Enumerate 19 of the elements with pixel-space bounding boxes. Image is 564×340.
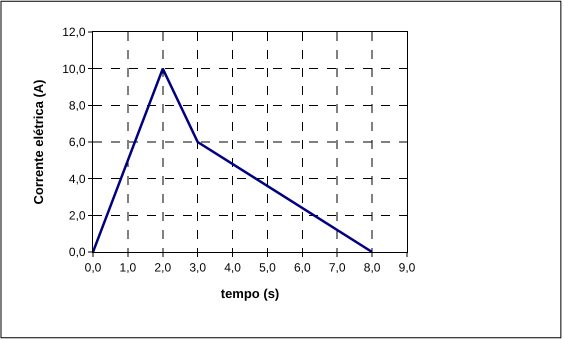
- y-tick-label: 10,0: [62, 62, 86, 76]
- x-tick-label: 3,0: [189, 260, 206, 274]
- x-tick-label: 6,0: [294, 260, 311, 274]
- y-tick-label: 2,0: [68, 208, 86, 223]
- x-axis-title: tempo (s): [220, 286, 280, 301]
- y-tick-label: 6,0: [68, 135, 86, 150]
- x-tick-label: 4,0: [224, 260, 242, 274]
- x-tick-label: 5,0: [259, 260, 276, 274]
- x-tick-label: 0,0: [84, 260, 102, 274]
- x-tick-label: 9,0: [398, 260, 416, 274]
- y-tick-label: 8,0: [68, 98, 86, 113]
- y-tick-label: 4,0: [68, 172, 86, 186]
- y-tick-label: 0,0: [68, 245, 86, 260]
- y-axis-title: Corrente elétrica (A): [31, 80, 46, 204]
- x-tick-label: 2,0: [154, 260, 172, 274]
- y-tick-label: 12,0: [62, 25, 86, 40]
- x-tick-label: 7,0: [328, 260, 346, 274]
- x-tick-label: 8,0: [364, 260, 381, 274]
- x-tick-label: 1,0: [120, 260, 137, 274]
